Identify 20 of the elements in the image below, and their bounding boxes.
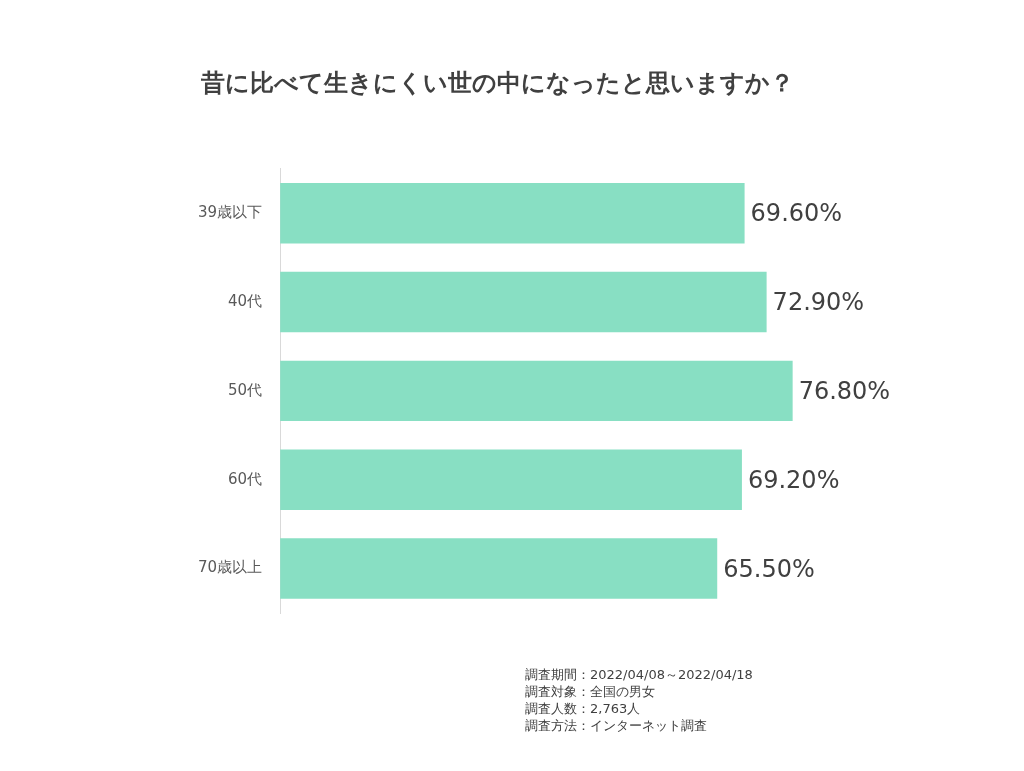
data-label: 76.80% (798, 377, 891, 406)
y-tick-label: 50代 (227, 380, 263, 399)
text: 調査人数：2,763人 (525, 700, 642, 717)
data-label: 72.90% (772, 288, 865, 317)
chart-title: 昔に比べて生きにくい世の中になったと思いますか？ (199, 68, 794, 97)
text: 調査方法：インターネット調査 (525, 717, 708, 734)
text: 調査期間：2022/04/08～2022/04/18 (525, 666, 753, 683)
data-label: 69.20% (747, 465, 840, 494)
bar (280, 538, 718, 599)
y-tick-label: 40代 (227, 291, 263, 310)
bar (280, 360, 793, 422)
bar (280, 449, 742, 510)
text: 調査対象：全国の男女 (525, 683, 656, 700)
y-tick-label: 39歳以下 (197, 203, 263, 222)
y-tick-label: 70歳以上 (197, 558, 263, 577)
bar (280, 183, 745, 244)
data-label: 65.50% (723, 554, 815, 583)
y-tick-label: 60代 (227, 469, 263, 488)
bar (280, 271, 767, 333)
data-label: 69.60% (750, 199, 843, 228)
